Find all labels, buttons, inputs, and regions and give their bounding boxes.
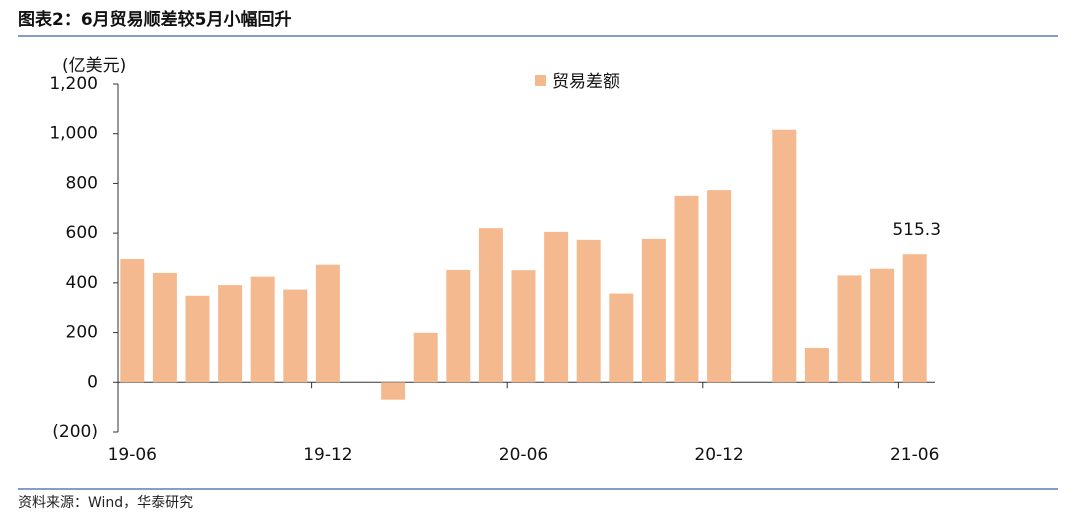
- bar: [707, 190, 732, 383]
- bar: [413, 332, 438, 383]
- bar: [381, 382, 406, 400]
- y-tick-label: 600: [66, 223, 98, 243]
- bar: [641, 238, 666, 383]
- bar: [804, 347, 829, 383]
- x-tick-label: 19-06: [108, 445, 157, 465]
- bar: [478, 228, 503, 383]
- bar: [674, 195, 699, 383]
- chart-title: 图表2：6月贸易顺差较5月小幅回升: [18, 9, 292, 30]
- bar: [283, 289, 308, 383]
- bar: [152, 272, 177, 383]
- y-tick-label: (200): [52, 422, 98, 442]
- y-tick-label: 0: [87, 372, 98, 392]
- bar: [609, 293, 634, 383]
- bar: [902, 254, 927, 383]
- x-tick-label: 19-12: [303, 445, 352, 465]
- bar: [870, 268, 895, 383]
- bar: [120, 258, 145, 383]
- bar: [837, 275, 862, 383]
- legend-swatch: [535, 75, 546, 86]
- bar: [185, 295, 210, 383]
- y-tick-label: 1,000: [49, 124, 98, 144]
- legend-label: 贸易差额: [552, 72, 620, 92]
- x-tick-label: 20-12: [694, 445, 743, 465]
- source-note: 资料来源：Wind，华泰研究: [18, 495, 193, 511]
- y-axis-label: (亿美元): [62, 56, 126, 76]
- y-tick-label: 800: [66, 173, 98, 193]
- bar: [511, 270, 536, 383]
- bar: [772, 129, 797, 383]
- bar: [315, 264, 340, 383]
- bar: [218, 285, 243, 383]
- bar: [576, 239, 601, 383]
- bar: [446, 269, 471, 383]
- y-tick-label: 400: [66, 273, 98, 293]
- bar: [250, 276, 275, 383]
- data-label: 515.3: [892, 220, 941, 240]
- x-tick-label: 20-06: [499, 445, 548, 465]
- y-tick-label: 200: [66, 323, 98, 343]
- bar: [544, 231, 569, 383]
- x-tick-label: 21-06: [890, 445, 939, 465]
- y-tick-label: 1,200: [49, 74, 98, 94]
